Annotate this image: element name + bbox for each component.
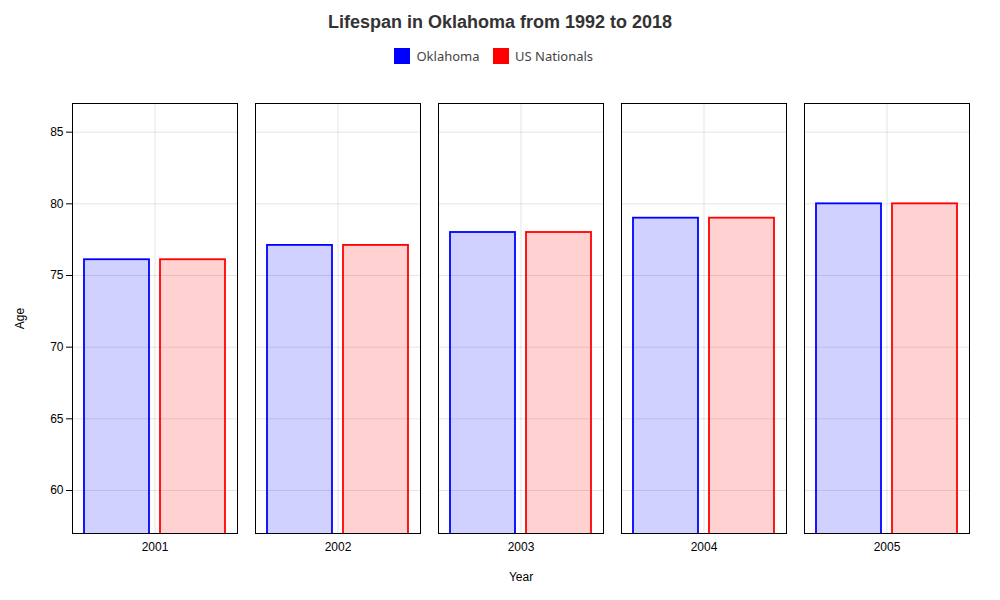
svg-text:2005: 2005	[874, 540, 901, 554]
svg-text:60: 60	[50, 483, 64, 497]
svg-text:2004: 2004	[691, 540, 718, 554]
html-text:Oklahoma: Oklahoma	[416, 46, 480, 65]
svg-text:2001: 2001	[142, 540, 169, 554]
svg-text:80: 80	[50, 196, 64, 210]
svg-text:85: 85	[50, 125, 64, 139]
svg-text:70: 70	[50, 340, 64, 354]
svg-text:Age: Age	[13, 307, 27, 329]
svg-text:75: 75	[50, 268, 64, 282]
svg-text:2003: 2003	[508, 540, 535, 554]
svg-text:65: 65	[50, 411, 64, 425]
html-text:US Nationals: US Nationals	[515, 46, 593, 65]
svg-text:Year: Year	[509, 569, 533, 583]
html-text:Lifespan in Oklahoma from 1992: Lifespan in Oklahoma from 1992 to 2018	[327, 12, 673, 32]
svg-text:2002: 2002	[325, 540, 352, 554]
